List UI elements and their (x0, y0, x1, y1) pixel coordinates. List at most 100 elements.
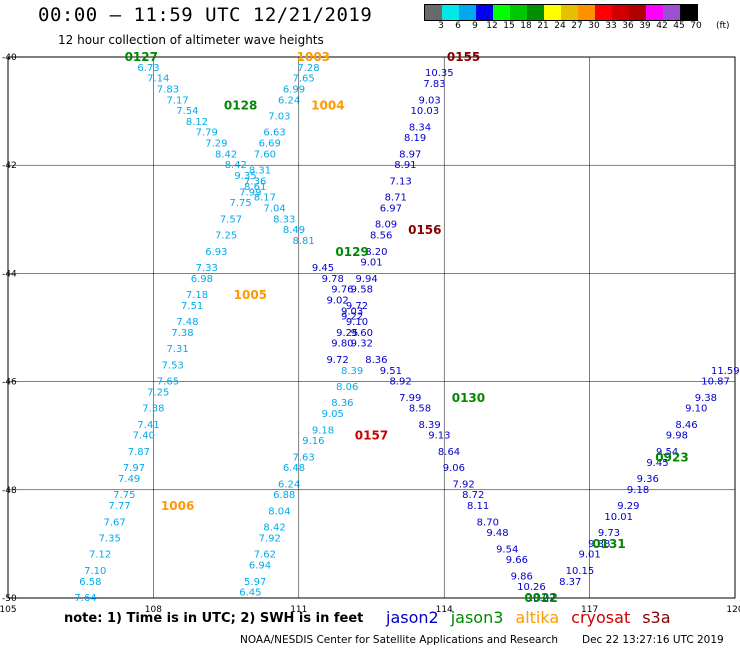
wave-height-point: 7.12 (89, 550, 111, 561)
legend-entry: s3a (642, 608, 671, 627)
wave-height-point: 7.41 (137, 420, 159, 431)
colorbar-tick-label: 9 (472, 21, 478, 31)
wave-height-point: 9.10 (346, 317, 368, 328)
colorbar-tick-label: 18 (520, 21, 532, 31)
wave-height-point: 7.40 (133, 431, 155, 442)
colorbar-swatch (493, 5, 510, 20)
colorbar-swatch (629, 5, 646, 20)
y-tick-label: -46 (2, 378, 17, 388)
wave-height-point: 7.99 (239, 187, 261, 198)
wave-height-point: 8.33 (273, 214, 295, 225)
wave-height-point: 7.65 (293, 74, 315, 85)
wave-height-point: 6.48 (283, 463, 305, 474)
wave-height-point: 9.32 (351, 339, 373, 350)
credit: NOAA/NESDIS Center for Satellite Applica… (240, 634, 558, 646)
wave-height-point: 7.79 (196, 128, 218, 139)
wave-height-point: 8.19 (404, 133, 426, 144)
wave-height-point: 10.35 (425, 68, 454, 79)
wave-height-point: 9.18 (627, 485, 649, 496)
wave-height-point: 9.10 (685, 404, 707, 415)
wave-height-point: 9.48 (486, 528, 508, 539)
colorbar-swatch (595, 5, 612, 20)
wave-height-point: 7.03 (268, 112, 290, 123)
legend-entry: altika (515, 608, 560, 627)
wave-height-point: 9.03 (341, 306, 363, 317)
wave-height-point: 9.35 (234, 171, 256, 182)
track-time-label: 0922 (524, 591, 557, 605)
wave-height-point: 7.53 (162, 360, 184, 371)
wave-height-point: 9.45 (646, 458, 668, 469)
colorbar-swatch (612, 5, 629, 20)
colorbar-tick-label: 42 (656, 21, 668, 31)
wave-height-point: 7.38 (171, 328, 193, 339)
wave-height-point: 8.58 (409, 404, 431, 415)
wave-height-point: 9.72 (346, 301, 368, 312)
colorbar-ticks: 3 6 9 12 15 18 21 24 27 30 33 36 39 42 45 70 (424, 21, 740, 33)
wave-height-point: 7.51 (181, 301, 203, 312)
wave-height-point: 8.97 (399, 149, 421, 160)
track-time-label: 1005 (234, 288, 267, 302)
wave-height-point: 7.62 (254, 550, 276, 561)
wave-height-point: 9.78 (322, 274, 344, 285)
wave-height-point: 6.88 (273, 490, 295, 501)
wave-height-point: 7.29 (205, 139, 227, 150)
colorbar-tick-label: 45 (673, 21, 685, 31)
legend: jason2 jason3 altika cryosat s3a (386, 608, 683, 627)
wave-height-point: 9.38 (695, 393, 717, 404)
wave-height-point: 8.56 (370, 231, 392, 242)
wave-height-point: 6.97 (380, 203, 402, 214)
wave-height-point: 10.15 (566, 566, 595, 577)
wave-height-point: 9.13 (428, 431, 450, 442)
colorbar-swatch (663, 5, 680, 20)
wave-height-point: 5.97 (244, 577, 266, 588)
wave-height-point: 8.39 (419, 420, 441, 431)
wave-height-point: 7.99 (399, 393, 421, 404)
wave-height-point: 7.87 (128, 447, 150, 458)
wave-height-point: 7.25 (147, 387, 169, 398)
colorbar-tick-label: 30 (588, 21, 600, 31)
wave-height-point: 10.02 (527, 593, 556, 604)
wave-height-point: 9.80 (331, 339, 353, 350)
wave-height-point: 7.36 (244, 176, 266, 187)
wave-height-point: 8.72 (462, 490, 484, 501)
track-time-label: 0155 (447, 50, 480, 64)
wave-height-point: 9.01 (360, 258, 382, 269)
wave-height-point: 9.76 (331, 285, 353, 296)
wave-height-point: 8.11 (467, 501, 489, 512)
wave-height-point: 8.42 (215, 149, 237, 160)
track-time-label: 0923 (655, 450, 688, 464)
wave-height-point: 8.46 (675, 420, 697, 431)
colorbar-swatch (646, 5, 663, 20)
wave-height-point: 9.60 (351, 328, 373, 339)
wave-height-point: 7.75 (230, 198, 252, 209)
wave-height-point: 6.73 (137, 63, 159, 74)
wave-height-point: 8.09 (375, 220, 397, 231)
y-tick-label: -50 (2, 594, 17, 604)
colorbar-swatch (680, 5, 697, 20)
x-tick-label: 111 (290, 605, 307, 615)
wave-height-point: 7.28 (297, 63, 319, 74)
wave-height-point: 9.45 (312, 263, 334, 274)
wave-height-point: 9.51 (380, 366, 402, 377)
track-time-label: 0128 (224, 99, 257, 113)
wave-height-point: 7.35 (99, 533, 121, 544)
wave-height-point: 6.93 (205, 247, 227, 258)
wave-height-point: 9.01 (578, 550, 600, 561)
wave-height-point: 8.34 (409, 122, 431, 133)
chart-subtitle: 12 hour collection of altimeter wave hei… (58, 33, 324, 47)
colorbar-tick-label: 21 (537, 21, 549, 31)
wave-height-point: 9.02 (326, 295, 348, 306)
wave-height-point: 9.38 (588, 539, 610, 550)
colorbar-swatch (544, 5, 561, 20)
wave-height-point: 9.73 (598, 528, 620, 539)
wave-height-point: 7.48 (176, 317, 198, 328)
wave-height-point: 7.60 (254, 149, 276, 160)
legend-entry: jason2 (386, 608, 439, 627)
wave-height-point: 7.14 (147, 74, 169, 85)
wave-height-point: 7.77 (108, 501, 130, 512)
wave-height-point: 7.31 (167, 344, 189, 355)
wave-height-point: 10.03 (410, 106, 439, 117)
wave-height-point: 6.69 (259, 139, 281, 150)
track-time-label: 0156 (408, 223, 441, 237)
